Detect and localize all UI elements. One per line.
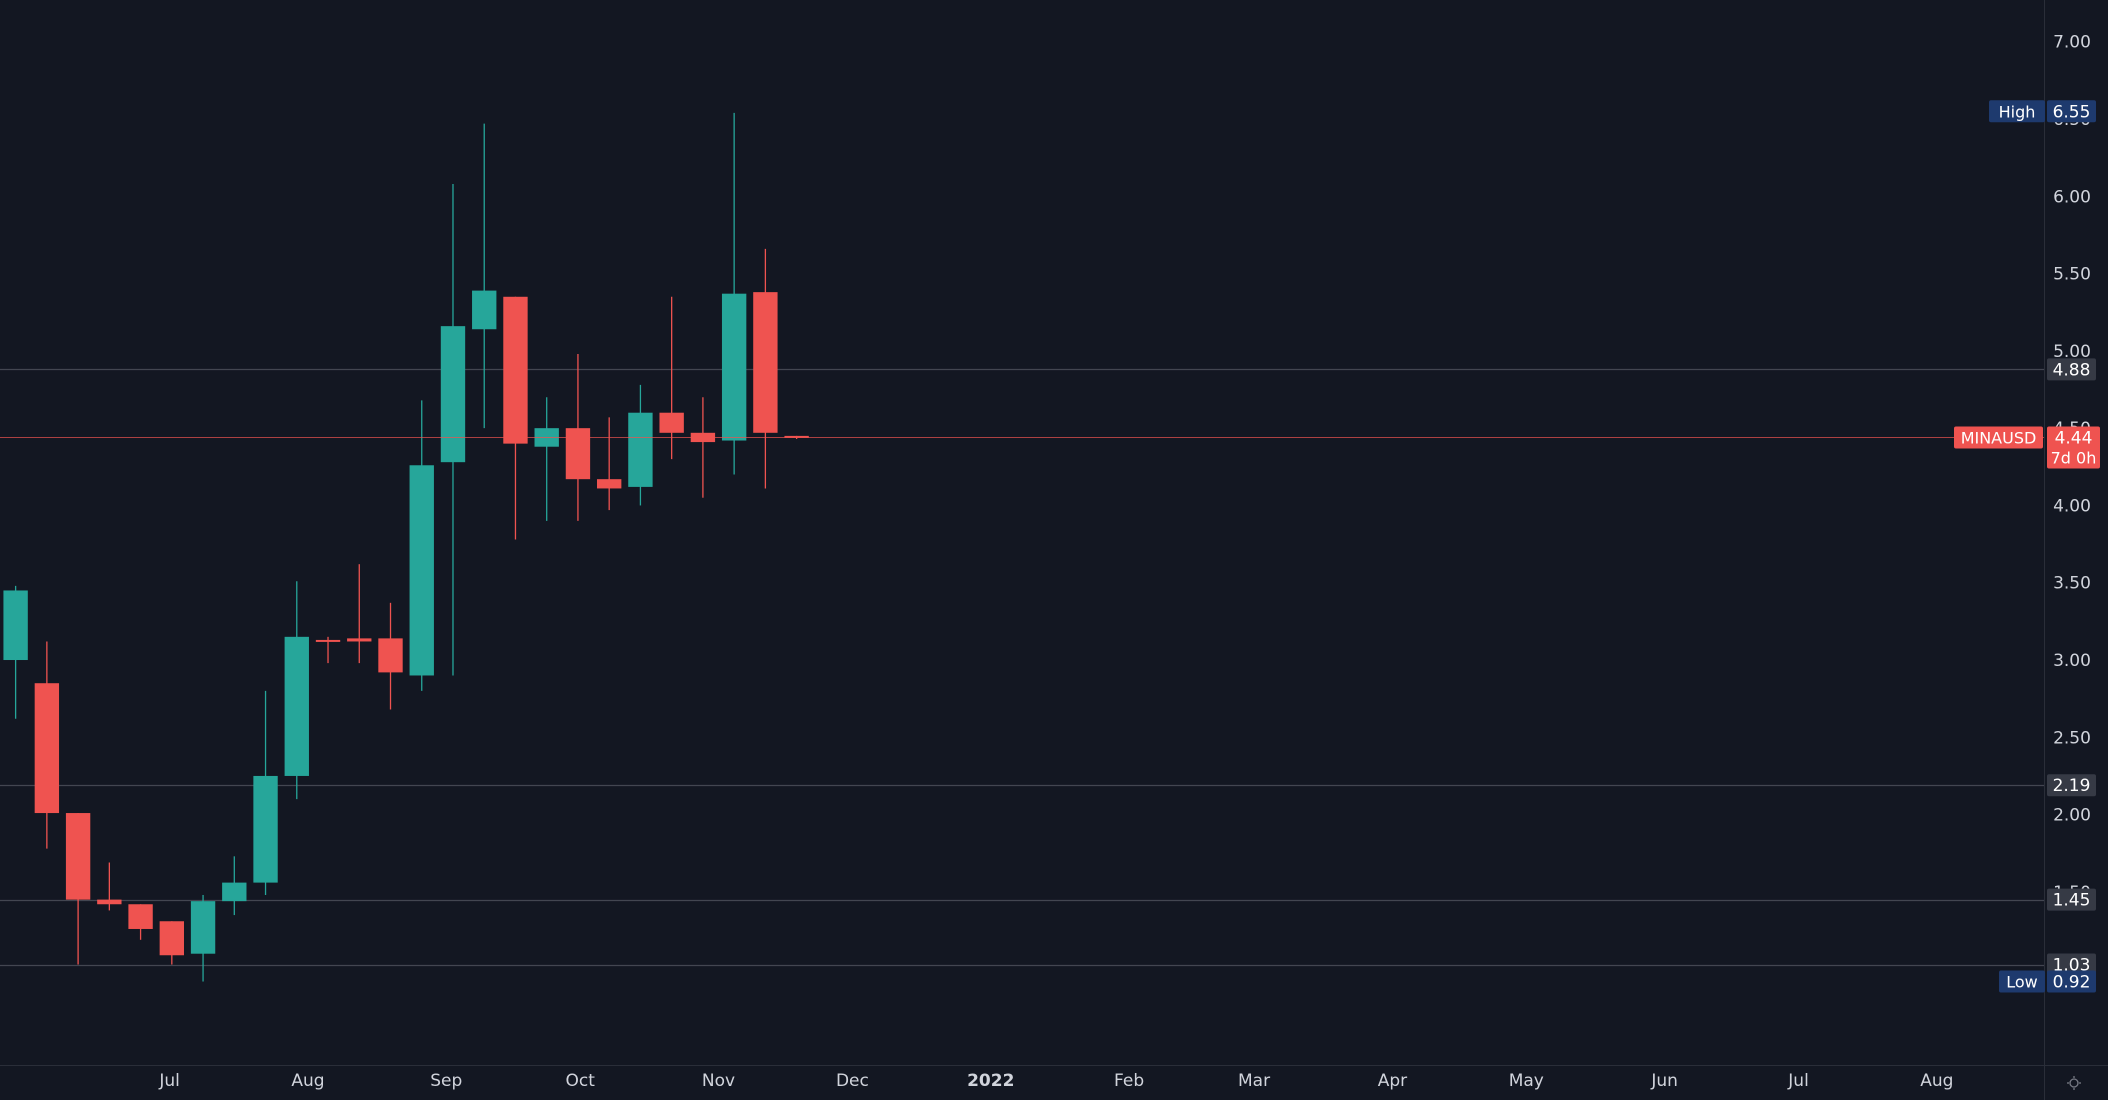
time-tick-label: Mar [1238,1071,1270,1091]
candle [65,813,91,965]
candle-body [159,921,185,956]
time-tick-label: Aug [1920,1071,1953,1091]
low-marker-value-box [2047,970,2096,993]
line-price-box [2047,953,2096,976]
chart-settings-button[interactable] [2060,1070,2088,1096]
candle [97,862,122,911]
candle-body [409,465,434,676]
horizontal-lines-layer [0,368,2044,967]
high-marker-value-label: 6.55 [2053,102,2091,122]
candle-body [503,296,528,444]
candle [159,921,185,965]
time-tick-label: May [1509,1071,1544,1091]
candle-body [190,901,216,954]
low-marker-title-box [1999,970,2045,993]
gear-icon [2067,1076,2081,1090]
candle-body [284,636,309,776]
candle [440,183,466,676]
candle-body [378,638,403,673]
candle-body [440,326,466,463]
line-price-label: 1.45 [2053,891,2091,911]
candle [378,602,403,710]
candle-body [65,813,91,900]
candle [315,636,341,664]
candle-body [128,904,153,929]
candle-body [628,412,653,487]
price-tick-label: 5.00 [2053,342,2091,362]
countdown-label: 7d 0h [2051,448,2097,467]
candle-body [347,638,372,642]
time-tick-label: Apr [1378,1071,1407,1091]
candle [628,384,653,506]
candle [253,690,278,895]
candle [503,296,528,540]
candle-body [3,590,28,661]
candle-body [97,899,122,905]
low-marker-title: Low [2006,973,2038,992]
current-price-label: 4.44 [2055,428,2093,448]
candle-body [222,882,247,902]
candle [190,894,216,982]
time-tick-label: Dec [836,1071,869,1091]
time-tick-label: Aug [291,1071,324,1091]
candle [3,585,28,719]
price-tick-label: 2.00 [2053,806,2091,826]
low-marker-value-label: 0.92 [2053,973,2091,993]
line-price-box [2047,358,2096,381]
time-tick-label: Nov [702,1071,735,1091]
time-tick-label: Feb [1114,1071,1144,1091]
candle [596,417,622,511]
candle-body [753,292,778,433]
candle [284,581,309,800]
candle-body [472,290,497,330]
candle [472,123,497,429]
candle-body [659,412,684,433]
candle-body [596,479,622,489]
price-tick-label: 6.00 [2053,187,2091,207]
time-tick-label: Jul [158,1071,180,1091]
high-marker-title: High [1999,102,2036,121]
candle-body [721,293,747,441]
candle-body [315,639,341,642]
price-tick-label: 4.00 [2053,496,2091,516]
price-tick-label: 5.50 [2053,265,2091,285]
line-price-label: 2.19 [2053,776,2091,796]
price-axis-labels: 4.88 2.19 1.45 1.03 High 6.55 Low 0.92 MINAUSD 4.… [1954,100,2100,993]
line-price-box [2047,774,2096,797]
price-tick-label: 3.50 [2053,574,2091,594]
symbol-tag-label: MINAUSD [1961,428,2037,447]
high-marker-title-box [1989,100,2045,123]
time-tick-label: Jun [1650,1071,1678,1091]
candle [659,296,684,460]
candle [753,248,778,489]
time-tick-label: Jul [1787,1071,1809,1091]
line-price-label: 4.88 [2053,360,2091,380]
candle [565,353,591,521]
candle [409,400,434,691]
candle [721,112,747,475]
price-tick-label: 7.00 [2053,33,2091,53]
candle [128,904,153,940]
candle [347,564,372,664]
price-tick-label: 3.00 [2053,651,2091,671]
current-price-box [2047,426,2100,469]
high-marker-value-box [2047,100,2096,123]
candle [222,856,247,916]
line-price-label: 1.03 [2053,956,2091,976]
symbol-tag-box [1954,426,2043,449]
candle-body [784,435,809,438]
price-tick-label: 2.50 [2053,728,2091,748]
candle-body [565,428,591,480]
time-tick-label: 2022 [967,1071,1014,1091]
line-price-box [2047,888,2096,911]
time-tick-label: Sep [430,1071,462,1091]
candle-body [34,683,60,814]
candle [34,641,60,849]
candle-body [253,775,278,883]
candles-layer [3,112,809,982]
time-axis[interactable]: Jul Aug Sep Oct Nov Dec 2022 Feb Mar Apr May Jun Jul… [158,1071,1953,1091]
time-tick-label: Oct [565,1071,595,1091]
